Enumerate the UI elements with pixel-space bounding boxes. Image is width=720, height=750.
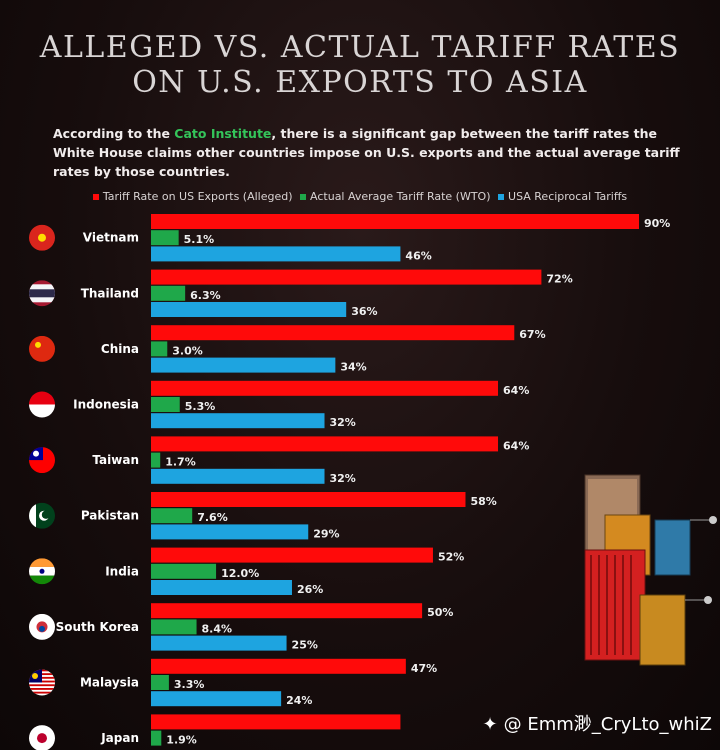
legend-item-alleged: Tariff Rate on US Exports (Alleged) — [92, 190, 293, 203]
data-label-alleged-india: 52% — [438, 551, 464, 564]
data-label-wto-indonesia: 5.3% — [185, 400, 216, 413]
watermark-text: @ Emm渺_CryLto_whiZ — [503, 714, 712, 735]
category-label-taiwan: Taiwan — [92, 453, 139, 467]
data-label-reciprocal-china: 34% — [340, 361, 366, 374]
flag-pakistan-icon — [29, 502, 55, 529]
data-label-wto-thailand: 6.3% — [190, 289, 221, 302]
data-label-reciprocal-indonesia: 32% — [330, 416, 356, 429]
chart-legend: Tariff Rate on US Exports (Alleged) Actu… — [0, 190, 720, 203]
data-label-wto-taiwan: 1.7% — [165, 456, 196, 469]
data-label-reciprocal-south-korea: 25% — [292, 639, 318, 652]
bar-alleged-china — [151, 325, 515, 341]
flag-indonesia-icon — [29, 391, 55, 418]
data-label-alleged-indonesia: 64% — [503, 384, 529, 397]
subtitle-text-before: According to the — [53, 126, 175, 141]
shipping-containers-illustration — [584, 474, 717, 666]
data-label-wto-south-korea: 8.4% — [202, 622, 233, 635]
bar-wto-china — [151, 341, 168, 357]
data-label-reciprocal-vietnam: 46% — [405, 249, 431, 262]
data-label-reciprocal-thailand: 36% — [351, 305, 377, 318]
category-label-south-korea: South Korea — [56, 620, 139, 634]
legend-item-reciprocal: USA Reciprocal Tariffs — [498, 190, 627, 203]
bar-alleged-thailand — [151, 269, 542, 285]
data-label-wto-india: 12.0% — [221, 567, 259, 580]
category-label-thailand: Thailand — [81, 286, 139, 300]
bar-wto-indonesia — [151, 397, 180, 412]
category-label-pakistan: Pakistan — [81, 509, 139, 523]
flag-china-icon — [29, 335, 55, 362]
bar-alleged-japan — [151, 714, 401, 730]
chart-subtitle: According to the Cato Institute, there i… — [53, 124, 693, 181]
bar-wto-malaysia — [151, 675, 169, 690]
flag-malaysia-icon — [29, 669, 55, 696]
bar-wto-japan — [151, 730, 162, 746]
data-label-wto-malaysia: 3.3% — [174, 678, 205, 691]
data-label-reciprocal-taiwan: 32% — [330, 472, 356, 485]
bar-alleged-pakistan — [151, 492, 466, 507]
subtitle-text-after: , there is a significant gap between the… — [53, 126, 680, 179]
data-label-alleged-taiwan: 64% — [503, 439, 529, 452]
category-label-vietnam: Vietnam — [83, 231, 139, 245]
chart-title-line-1: Alleged vs. Actual Tariff Rates — [39, 30, 681, 65]
bar-alleged-taiwan — [151, 436, 499, 452]
legend-label-reciprocal: USA Reciprocal Tariffs — [508, 190, 628, 203]
bar-alleged-indonesia — [151, 380, 499, 396]
bar-reciprocal-taiwan — [151, 468, 325, 484]
flag-india-icon — [29, 558, 55, 585]
data-label-wto-china: 3.0% — [172, 344, 203, 357]
legend-item-wto: Actual Average Tariff Rate (WTO) — [300, 190, 491, 203]
watermark-logo-icon: ✦ — [482, 714, 498, 735]
data-label-alleged-vietnam: 90% — [644, 217, 670, 230]
category-label-indonesia: Indonesia — [73, 398, 139, 412]
bar-wto-pakistan — [151, 508, 193, 524]
flag-taiwan-icon — [29, 447, 55, 474]
bar-reciprocal-malaysia — [151, 691, 282, 707]
data-label-alleged-south-korea: 50% — [427, 606, 453, 619]
bar-wto-vietnam — [151, 230, 179, 246]
flag-japan-icon — [29, 725, 55, 750]
bar-reciprocal-pakistan — [151, 524, 309, 540]
watermark: ✦ @ Emm渺_CryLto_whiZ — [483, 710, 712, 736]
data-label-alleged-malaysia: 47% — [411, 662, 437, 675]
category-label-japan: Japan — [100, 731, 139, 745]
data-label-wto-pakistan: 7.6% — [197, 511, 228, 524]
flag-thailand-icon — [29, 280, 55, 307]
chart-title-line-2: on U.S. Exports to Asia — [132, 65, 588, 100]
flag-south-korea-icon — [29, 613, 55, 640]
bar-reciprocal-vietnam — [151, 246, 401, 262]
bar-reciprocal-india — [151, 580, 292, 595]
data-label-reciprocal-malaysia: 24% — [286, 694, 312, 707]
legend-label-alleged: Tariff Rate on US Exports (Alleged) — [102, 190, 293, 203]
bar-alleged-india — [151, 547, 433, 563]
data-label-alleged-pakistan: 58% — [470, 495, 496, 508]
legend-label-wto: Actual Average Tariff Rate (WTO) — [310, 190, 491, 203]
bar-alleged-vietnam — [151, 214, 639, 229]
bar-wto-india — [151, 563, 217, 579]
data-label-reciprocal-pakistan: 29% — [313, 527, 339, 540]
legend-swatch-alleged — [92, 194, 99, 200]
bar-alleged-malaysia — [151, 658, 406, 674]
bar-wto-south-korea — [151, 619, 197, 635]
category-label-malaysia: Malaysia — [80, 676, 139, 690]
bar-reciprocal-indonesia — [151, 413, 325, 429]
category-label-india: India — [105, 564, 139, 578]
bar-reciprocal-thailand — [151, 302, 347, 317]
bar-reciprocal-south-korea — [151, 635, 287, 651]
data-label-wto-japan: 1.9% — [166, 734, 197, 747]
bar-wto-thailand — [151, 285, 186, 301]
flag-vietnam-icon — [29, 224, 55, 251]
data-label-wto-vietnam: 5.1% — [184, 233, 215, 246]
category-label-china: China — [101, 342, 139, 356]
legend-swatch-reciprocal — [498, 194, 505, 200]
data-label-alleged-china: 67% — [519, 328, 545, 341]
data-label-reciprocal-india: 26% — [297, 583, 323, 596]
bar-reciprocal-china — [151, 357, 336, 373]
bar-wto-taiwan — [151, 452, 161, 468]
cato-institute-link[interactable]: Cato Institute — [174, 126, 272, 141]
data-label-alleged-thailand: 72% — [546, 273, 572, 286]
legend-swatch-wto — [300, 194, 307, 200]
bar-alleged-south-korea — [151, 603, 423, 619]
